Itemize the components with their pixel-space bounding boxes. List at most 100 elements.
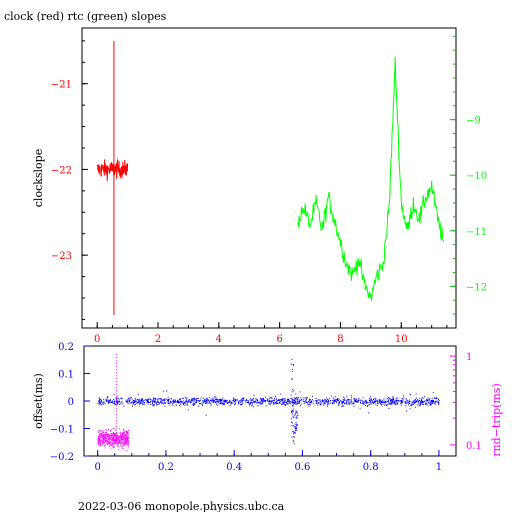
offset-point [273,403,275,405]
offset-point [308,399,310,401]
offset-point [300,403,302,405]
offset-point [411,403,413,405]
offset-point [255,401,257,403]
offset-point [391,399,393,401]
offset-point [373,402,375,404]
round-trip-point [102,439,104,441]
offset-point [192,404,194,406]
offset-point [100,400,102,402]
offset-point [437,401,439,403]
offset-event-point [297,415,299,416]
offset-point [117,395,119,397]
round-trip-point [122,438,123,440]
offset-point [357,401,359,403]
offset-event-point [295,410,297,412]
round-trip-point [97,442,99,444]
offset-point [420,404,422,405]
round-trip-point [103,434,104,436]
round-trip-point [104,436,106,438]
offset-point [174,400,176,402]
offset-point [382,401,384,403]
round-trip-point [123,431,125,433]
offset-event-point [292,439,294,441]
round-trip-point [109,440,111,442]
offset-point [369,402,371,404]
offset-point [380,399,382,401]
offset-point [251,403,253,405]
offset-point [295,397,297,399]
offset-point [256,398,258,400]
offset-point [224,401,226,402]
offset-point [193,402,195,404]
offset-point [390,402,392,404]
offset-point [166,390,167,392]
offset-point [186,404,188,406]
offset-point [349,402,350,404]
offset-point [290,403,292,405]
offset-point [169,404,171,406]
offset-point [193,405,195,406]
offset-point [147,399,149,401]
offset-point [408,404,410,406]
offset-point [215,396,217,398]
round-trip-point [113,447,115,449]
offset-point [153,405,155,407]
top-y-left-tick-label: −22 [51,165,72,176]
offset-point [268,403,270,405]
offset-point [264,400,266,401]
offset-point [290,401,291,403]
offset-point [142,400,144,402]
offset-point [396,403,398,404]
offset-point [196,400,198,402]
red-clock-slope-line [96,159,129,181]
round-trip-point [106,441,108,443]
offset-point [405,405,407,407]
offset-point [251,399,253,401]
top-y-right-tick-label: −12 [466,282,487,293]
offset-event-point [296,428,298,429]
round-trip-point [103,437,105,439]
offset-point [116,397,118,399]
offset-point [343,405,345,407]
offset-point [241,401,243,403]
offset-point [231,402,233,404]
offset-point [193,400,195,402]
offset-point [229,400,231,402]
offset-point [147,403,149,405]
offset-point [405,398,407,400]
offset-point [234,399,236,401]
round-trip-point [104,434,106,436]
offset-point [322,399,323,401]
offset-point [383,404,385,406]
round-trip-point [122,432,124,434]
offset-point [381,404,382,406]
offset-point [134,398,136,400]
offset-point [405,401,407,403]
round-trip-point [108,436,110,438]
round-trip-point [122,447,123,449]
offset-point [99,399,100,401]
bottom-y-left-tick-label: 0.1 [58,370,74,381]
offset-point [187,409,189,411]
round-trip-point [118,443,119,445]
offset-point [250,402,252,404]
offset-point [245,401,247,403]
round-trip-point [99,445,101,447]
offset-point [195,401,197,403]
round-trip-point [112,432,114,434]
round-trip-point [124,444,126,445]
round-trip-point [98,441,100,443]
offset-point [127,397,129,399]
offset-point [351,403,353,405]
round-trip-point [120,445,122,447]
top-y-right-tick-group: −9 −10 −11 −12 [450,35,487,315]
offset-point [434,398,436,399]
offset-point [417,401,419,403]
offset-point [391,402,393,404]
offset-point [220,400,221,402]
offset-point [420,403,421,404]
offset-point [307,401,309,403]
offset-point [146,400,148,402]
offset-point [402,401,403,403]
offset-point [98,400,100,402]
